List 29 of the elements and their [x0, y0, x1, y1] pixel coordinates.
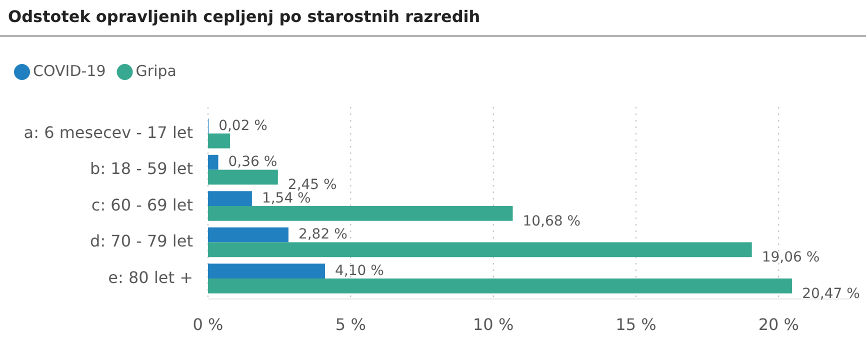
bar — [208, 242, 752, 258]
bar — [208, 170, 278, 185]
bar — [208, 264, 325, 279]
data-label: 20,47 % — [802, 286, 860, 302]
data-label: 0,02 % — [218, 118, 268, 134]
data-label: 19,06 % — [762, 250, 820, 266]
data-label: 4,10 % — [334, 262, 384, 279]
data-label: 10,68 % — [522, 213, 581, 230]
data-label: 2,82 % — [298, 226, 348, 243]
x-tick-label: 10 % — [473, 315, 514, 334]
bar — [208, 191, 252, 206]
bar — [208, 154, 218, 170]
bar — [208, 227, 288, 242]
x-tick-label: 5 % — [335, 315, 366, 334]
y-tick-label: a: 6 mesecev - 17 let — [24, 122, 193, 142]
x-tick-label: 20 % — [758, 315, 799, 334]
bar — [208, 133, 230, 148]
legend-label: COVID-19 — [33, 62, 106, 80]
bar — [208, 206, 513, 221]
data-label: 0,36 % — [228, 154, 278, 170]
y-tick-label: b: 18 - 59 let — [90, 159, 193, 178]
y-tick-label: c: 60 - 69 let — [91, 195, 193, 214]
x-tick-label: 15 % — [616, 315, 656, 334]
chart-title: Odstotek opravljenih cepljenj po starostnih razredih — [8, 7, 480, 26]
x-tick-label: 0 % — [192, 315, 224, 334]
y-tick-label: e: 80 let + — [108, 268, 193, 287]
y-tick-label: d: 70 - 79 let — [90, 232, 193, 251]
bar — [208, 278, 792, 294]
legend-label: Gripa — [136, 62, 176, 80]
